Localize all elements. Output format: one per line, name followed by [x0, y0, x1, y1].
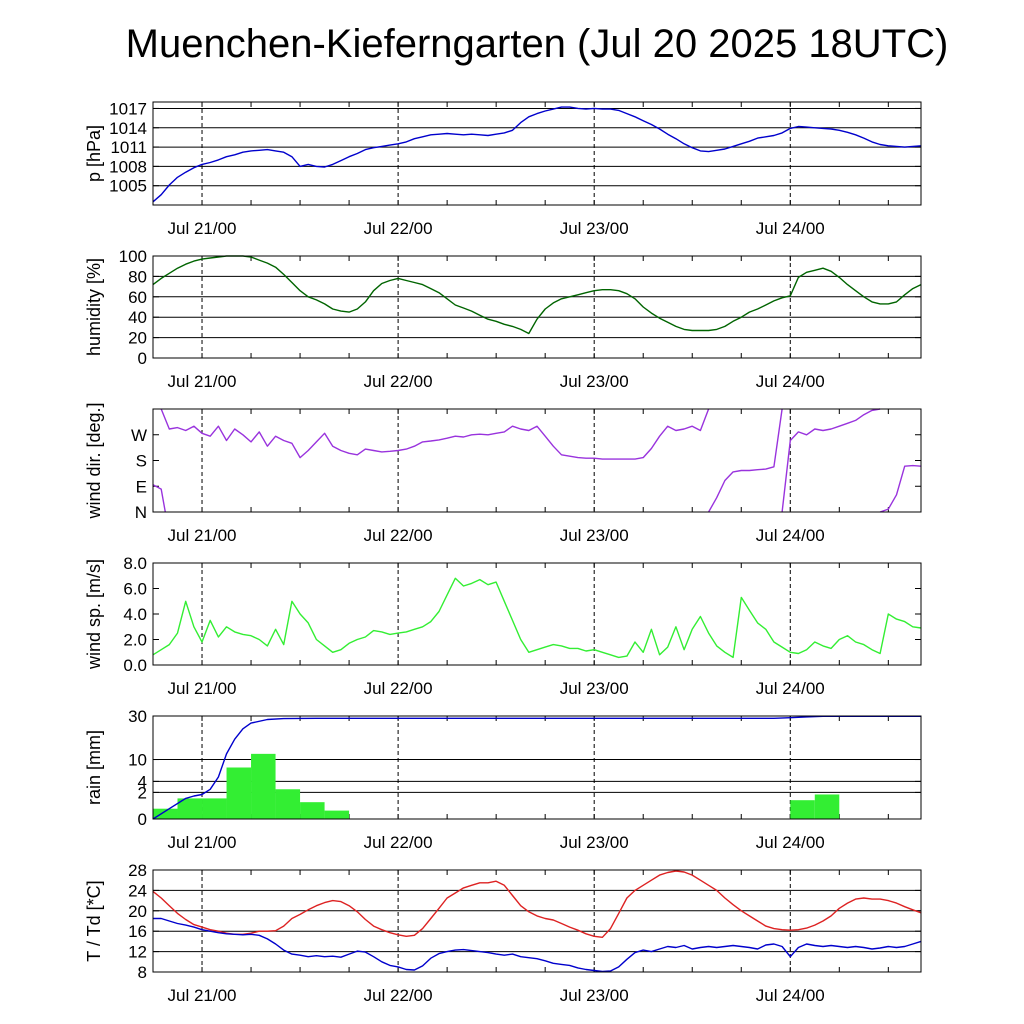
x-tick-label: Jul 21/00 [168, 679, 237, 698]
y-tick-label: 28 [128, 861, 147, 880]
x-tick-label: Jul 23/00 [560, 526, 629, 545]
y-tick-label: 8.0 [123, 554, 147, 573]
y-tick-label: 1011 [110, 138, 147, 157]
x-tick-label: Jul 21/00 [168, 833, 237, 852]
y-tick-label: 6.0 [123, 580, 147, 599]
x-tick-label: Jul 24/00 [756, 833, 825, 852]
panel-rain: 0 24 10 30 Jul 21/00 Jul 22/00 Jul 23/00 Jul 24… [84, 707, 922, 852]
y-axis-label: wind dir. [deg.] [84, 402, 104, 519]
series-line-pressure [152, 106, 922, 203]
panel-frame [152, 715, 922, 820]
y-tick-label: 20 [128, 329, 147, 348]
panel-frame [152, 408, 922, 513]
y-tick-label: 24 [128, 881, 147, 900]
rain-bar [226, 767, 252, 819]
y-tick-label: 20 [128, 902, 147, 921]
y-tick-label: 100 [119, 247, 147, 266]
y-tick-label: 1005 [109, 177, 147, 196]
y-tick-label: N [135, 503, 147, 522]
y-tick-label: 1014 [109, 119, 147, 138]
y-tick-label: 16 [128, 922, 147, 941]
y-tick-label: 0 [138, 349, 147, 368]
y-tick-label: 80 [128, 267, 147, 286]
x-tick-label: Jul 22/00 [364, 372, 433, 391]
panel-wind_speed: 0.0 2.0 4.0 6.0 8.0 Jul 21/00 Jul 22/00 Jul 23/… [84, 554, 922, 698]
y-tick-label: E [136, 477, 147, 496]
rain-bar [153, 808, 178, 819]
series-line-wind_direction [152, 484, 166, 513]
x-tick-label: Jul 23/00 [560, 679, 629, 698]
x-tick-label: Jul 23/00 [560, 372, 629, 391]
x-tick-label: Jul 22/00 [364, 986, 433, 1005]
x-tick-label: Jul 24/00 [756, 219, 825, 238]
y-tick-label: 1017 [109, 99, 147, 118]
rain-bar [300, 802, 325, 819]
x-tick-label: Jul 21/00 [168, 526, 237, 545]
x-tick-label: Jul 21/00 [168, 986, 237, 1005]
y-tick-label: 8 [138, 963, 147, 982]
series-line-temperature [152, 870, 922, 938]
series-line-rain [152, 715, 921, 820]
y-tick-label: 2 [138, 783, 147, 802]
rain-bar [177, 798, 203, 819]
rain-bar [790, 800, 815, 819]
series-line-temperature [153, 917, 922, 973]
series-line-humidity [152, 255, 922, 335]
y-tick-label: 1008 [109, 157, 147, 176]
x-tick-label: Jul 22/00 [364, 679, 433, 698]
panel-frame [152, 869, 922, 973]
y-tick-label: W [131, 426, 147, 445]
y-axis-label: rain [mm] [84, 730, 104, 805]
y-tick-label: 30 [128, 707, 147, 726]
x-tick-label: Jul 24/00 [756, 679, 825, 698]
series-line-wind_speed [152, 577, 922, 659]
chart-title: Muenchen-Kieferngarten (Jul 20 2025 18UT… [125, 22, 949, 66]
rain-bar [324, 810, 350, 819]
series-line-wind_direction [707, 408, 783, 513]
rain-bar [814, 794, 840, 819]
x-tick-label: Jul 22/00 [364, 833, 433, 852]
y-tick-label: 4.0 [123, 605, 147, 624]
x-tick-label: Jul 23/00 [560, 986, 629, 1005]
panel-frame [152, 562, 922, 666]
y-tick-label: 10 [128, 751, 147, 770]
y-axis-label: p [hPa] [84, 125, 104, 182]
y-tick-label: 0 [138, 810, 147, 829]
x-tick-label: Jul 21/00 [168, 372, 237, 391]
x-tick-label: Jul 21/00 [168, 219, 237, 238]
y-axis-label: T / Td [*C] [84, 880, 104, 961]
x-tick-label: Jul 23/00 [560, 833, 629, 852]
x-tick-label: Jul 22/00 [364, 219, 433, 238]
y-tick-label: 4 [138, 772, 147, 791]
x-tick-label: Jul 22/00 [364, 526, 433, 545]
series-line-wind_direction [160, 408, 710, 460]
y-tick-label: S [136, 452, 147, 471]
x-tick-label: Jul 24/00 [756, 526, 825, 545]
y-axis-label: humidity [%] [84, 258, 104, 356]
y-tick-label: 60 [128, 288, 147, 307]
rain-bar [202, 798, 227, 819]
series-line-wind_direction [781, 408, 881, 513]
rain-bar [275, 789, 301, 819]
panel-frame [152, 101, 922, 206]
y-tick-label: 0.0 [123, 656, 147, 675]
y-tick-label: 40 [128, 308, 147, 327]
rain-bar [251, 753, 276, 819]
x-tick-label: Jul 24/00 [756, 372, 825, 391]
y-axis-label: wind sp. [m/s] [84, 559, 104, 670]
series-line-wind_direction [879, 464, 922, 513]
panel-frame [152, 255, 922, 359]
x-tick-label: Jul 24/00 [756, 986, 825, 1005]
y-tick-label: 2.0 [123, 631, 147, 650]
x-tick-label: Jul 23/00 [560, 219, 629, 238]
y-tick-label: 12 [128, 943, 147, 962]
